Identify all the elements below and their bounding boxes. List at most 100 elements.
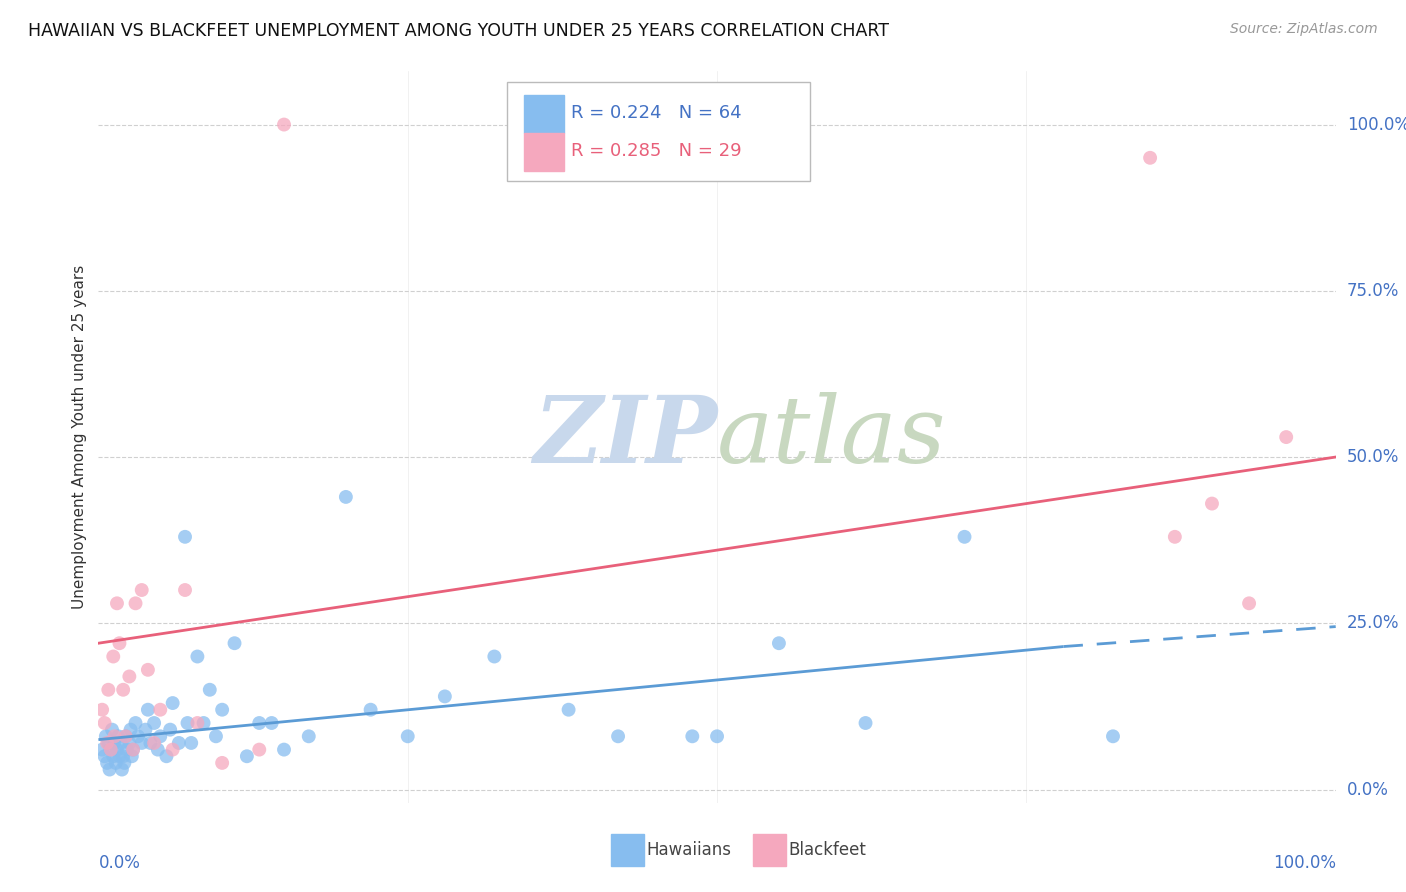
Point [146,742,169,756]
Point [247,716,270,731]
Y-axis label: Unemployment Among Youth under 25 years: Unemployment Among Youth under 25 years [72,265,87,609]
Text: HAWAIIAN VS BLACKFEET UNEMPLOYMENT AMONG YOUTH UNDER 25 YEARS CORRELATION CHART: HAWAIIAN VS BLACKFEET UNEMPLOYMENT AMONG… [28,22,889,40]
Point [484,649,506,664]
Point [273,118,295,132]
Text: 0.0%: 0.0% [1347,780,1389,798]
Point [93,716,115,731]
Point [174,530,197,544]
Point [103,736,125,750]
Point [131,582,153,597]
Text: R = 0.224   N = 64: R = 0.224 N = 64 [571,104,742,122]
Text: 0.0%: 0.0% [98,854,141,872]
Point [1102,729,1125,743]
Point [122,742,145,756]
Point [112,682,135,697]
FancyBboxPatch shape [524,95,564,133]
Text: R = 0.285   N = 29: R = 0.285 N = 29 [571,142,742,160]
Point [205,729,228,743]
Point [681,729,703,743]
Point [176,716,198,731]
Point [91,703,114,717]
Point [100,742,122,756]
FancyBboxPatch shape [506,82,810,181]
Point [143,716,166,731]
Point [101,723,124,737]
Point [96,756,118,770]
Point [118,669,141,683]
Point [211,756,233,770]
Point [94,729,117,743]
Point [1237,596,1260,610]
Point [1164,530,1187,544]
Text: 100.0%: 100.0% [1347,116,1406,134]
Point [134,723,156,737]
Point [98,763,121,777]
Point [110,736,132,750]
Point [155,749,177,764]
Point [105,596,128,610]
Point [136,703,159,717]
Point [124,716,146,731]
Point [180,736,202,750]
Point [211,703,233,717]
Point [167,736,190,750]
Text: 50.0%: 50.0% [1347,448,1399,466]
Point [224,636,246,650]
Point [260,716,283,731]
Point [198,682,221,697]
Point [103,649,125,664]
Point [149,729,172,743]
Point [118,736,141,750]
Point [149,703,172,717]
Point [298,729,321,743]
Point [396,729,419,743]
Point [108,749,131,764]
Point [112,756,135,770]
Point [107,729,129,743]
Point [131,736,153,750]
Point [120,723,142,737]
Point [124,596,146,610]
Point [360,703,382,717]
Point [104,756,127,770]
Point [111,763,134,777]
Point [93,749,115,764]
FancyBboxPatch shape [610,833,644,866]
Point [1201,497,1223,511]
Point [114,729,136,743]
Point [236,749,259,764]
Point [706,729,728,743]
Point [122,742,145,756]
FancyBboxPatch shape [754,833,786,866]
Point [335,490,357,504]
Point [103,729,125,743]
Point [273,742,295,756]
Text: 25.0%: 25.0% [1347,615,1399,632]
Point [115,742,138,756]
Point [193,716,215,731]
Point [607,729,630,743]
Point [139,736,162,750]
Point [143,736,166,750]
Text: 75.0%: 75.0% [1347,282,1399,300]
Point [112,749,135,764]
Point [162,742,184,756]
Text: Blackfeet: Blackfeet [789,840,866,859]
Point [186,716,208,731]
Point [114,729,136,743]
Text: ZIP: ZIP [533,392,717,482]
Text: Source: ZipAtlas.com: Source: ZipAtlas.com [1230,22,1378,37]
Point [103,749,125,764]
Point [91,742,114,756]
Point [247,742,270,756]
Point [127,729,149,743]
Point [121,749,143,764]
Text: 100.0%: 100.0% [1272,854,1336,872]
Point [105,742,128,756]
Point [96,736,118,750]
Point [108,636,131,650]
Point [186,649,208,664]
Point [174,582,197,597]
Point [557,703,579,717]
Point [1139,151,1161,165]
